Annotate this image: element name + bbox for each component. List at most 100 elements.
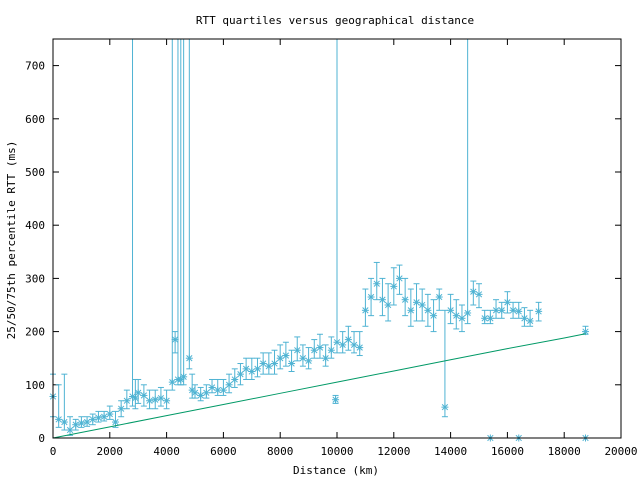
star-stroke: [356, 344, 363, 351]
median-point: [305, 357, 313, 365]
star-stroke: [231, 376, 238, 383]
star-stroke: [112, 418, 119, 426]
star-stroke: [191, 389, 199, 396]
star-stroke: [299, 355, 307, 362]
star-stroke: [203, 389, 210, 396]
median-point: [83, 418, 91, 426]
star-stroke: [379, 296, 386, 303]
median-point: [322, 354, 330, 362]
x-tick-label: 18000: [548, 445, 581, 458]
y-tick-label: 400: [25, 219, 45, 232]
star-stroke: [294, 347, 301, 354]
x-tick-label: 6000: [210, 445, 237, 458]
star-stroke: [362, 307, 369, 314]
median-point: [77, 419, 85, 427]
median-point: [441, 403, 449, 411]
median-point: [157, 394, 165, 402]
star-stroke: [123, 397, 130, 404]
median-point: [134, 389, 142, 397]
x-tick-label: 16000: [491, 445, 524, 458]
star-stroke: [475, 291, 483, 298]
median-point: [265, 362, 273, 370]
y-tick-label: 100: [25, 379, 45, 392]
median-point: [339, 341, 347, 349]
median-point: [582, 328, 589, 336]
median-point: [299, 354, 307, 362]
axis-ticks: 0 2000 4000 6000 8000 10000 12000 14000 16000 180…: [25, 39, 638, 458]
median-point: [395, 274, 403, 282]
median-point: [435, 293, 443, 301]
median-point: [452, 312, 460, 320]
median-point: [248, 368, 256, 375]
x-tick-label: 2000: [97, 445, 124, 458]
star-stroke: [169, 378, 176, 386]
x-tick-label: 10000: [320, 445, 353, 458]
star-stroke: [419, 301, 426, 309]
star-stroke: [146, 397, 153, 404]
x-tick-label: 4000: [153, 445, 180, 458]
star-stroke: [384, 301, 392, 309]
y-axis-label: 25/50/75th percentile RTT (ms): [5, 141, 18, 340]
star-stroke: [316, 344, 324, 351]
median-point: [225, 381, 233, 389]
median-point: [168, 378, 176, 386]
errorbar: [186, 39, 193, 370]
median-point: [458, 314, 466, 322]
star-stroke: [135, 389, 142, 396]
star-stroke: [504, 299, 511, 306]
median-point: [55, 415, 63, 423]
median-point: [259, 360, 267, 368]
star-stroke: [282, 352, 290, 359]
star-stroke: [163, 397, 170, 404]
median-point: [526, 317, 534, 325]
star-stroke: [424, 307, 432, 314]
median-point: [418, 301, 426, 309]
star-stroke: [311, 347, 318, 354]
star-stroke: [402, 296, 409, 303]
star-stroke: [242, 365, 250, 372]
y-tick-label: 0: [38, 432, 45, 445]
median-point: [333, 338, 341, 346]
median-point: [219, 386, 227, 394]
median-point: [293, 346, 301, 354]
median-point: [131, 394, 139, 402]
star-stroke: [333, 339, 341, 346]
star-stroke: [453, 312, 460, 319]
errorbar: [129, 39, 136, 407]
star-stroke: [220, 386, 227, 394]
star-stroke: [72, 421, 79, 428]
median-point: [276, 354, 284, 362]
star-stroke: [332, 396, 339, 403]
star-stroke: [526, 317, 534, 325]
star-stroke: [339, 341, 346, 349]
median-point: [253, 365, 261, 373]
star-stroke: [140, 392, 148, 399]
median-point: [509, 306, 517, 314]
y-tick-label: 200: [25, 326, 45, 339]
plot-frame: [52, 38, 622, 439]
star-stroke: [100, 413, 108, 420]
median-point: [384, 301, 392, 309]
star-stroke: [254, 365, 261, 372]
star-stroke: [83, 418, 91, 426]
star-stroke: [447, 307, 454, 314]
median-point: [535, 307, 543, 315]
median-point: [208, 383, 216, 391]
y-tick-label: 700: [25, 60, 45, 73]
chart-title: RTT quartiles versus geographical distan…: [196, 14, 474, 27]
median-point: [123, 397, 131, 405]
median-point: [344, 336, 352, 344]
median-point: [66, 426, 74, 434]
star-stroke: [396, 275, 403, 282]
star-stroke: [171, 336, 179, 343]
median-point: [401, 296, 409, 304]
median-point: [197, 391, 205, 399]
star-stroke: [186, 355, 193, 362]
median-point: [356, 344, 364, 352]
star-stroke: [464, 309, 471, 317]
star-stroke: [157, 394, 165, 402]
median-point: [424, 306, 432, 314]
star-stroke: [582, 328, 589, 335]
y-tick-label: 500: [25, 166, 45, 179]
data-marks: [49, 39, 589, 442]
